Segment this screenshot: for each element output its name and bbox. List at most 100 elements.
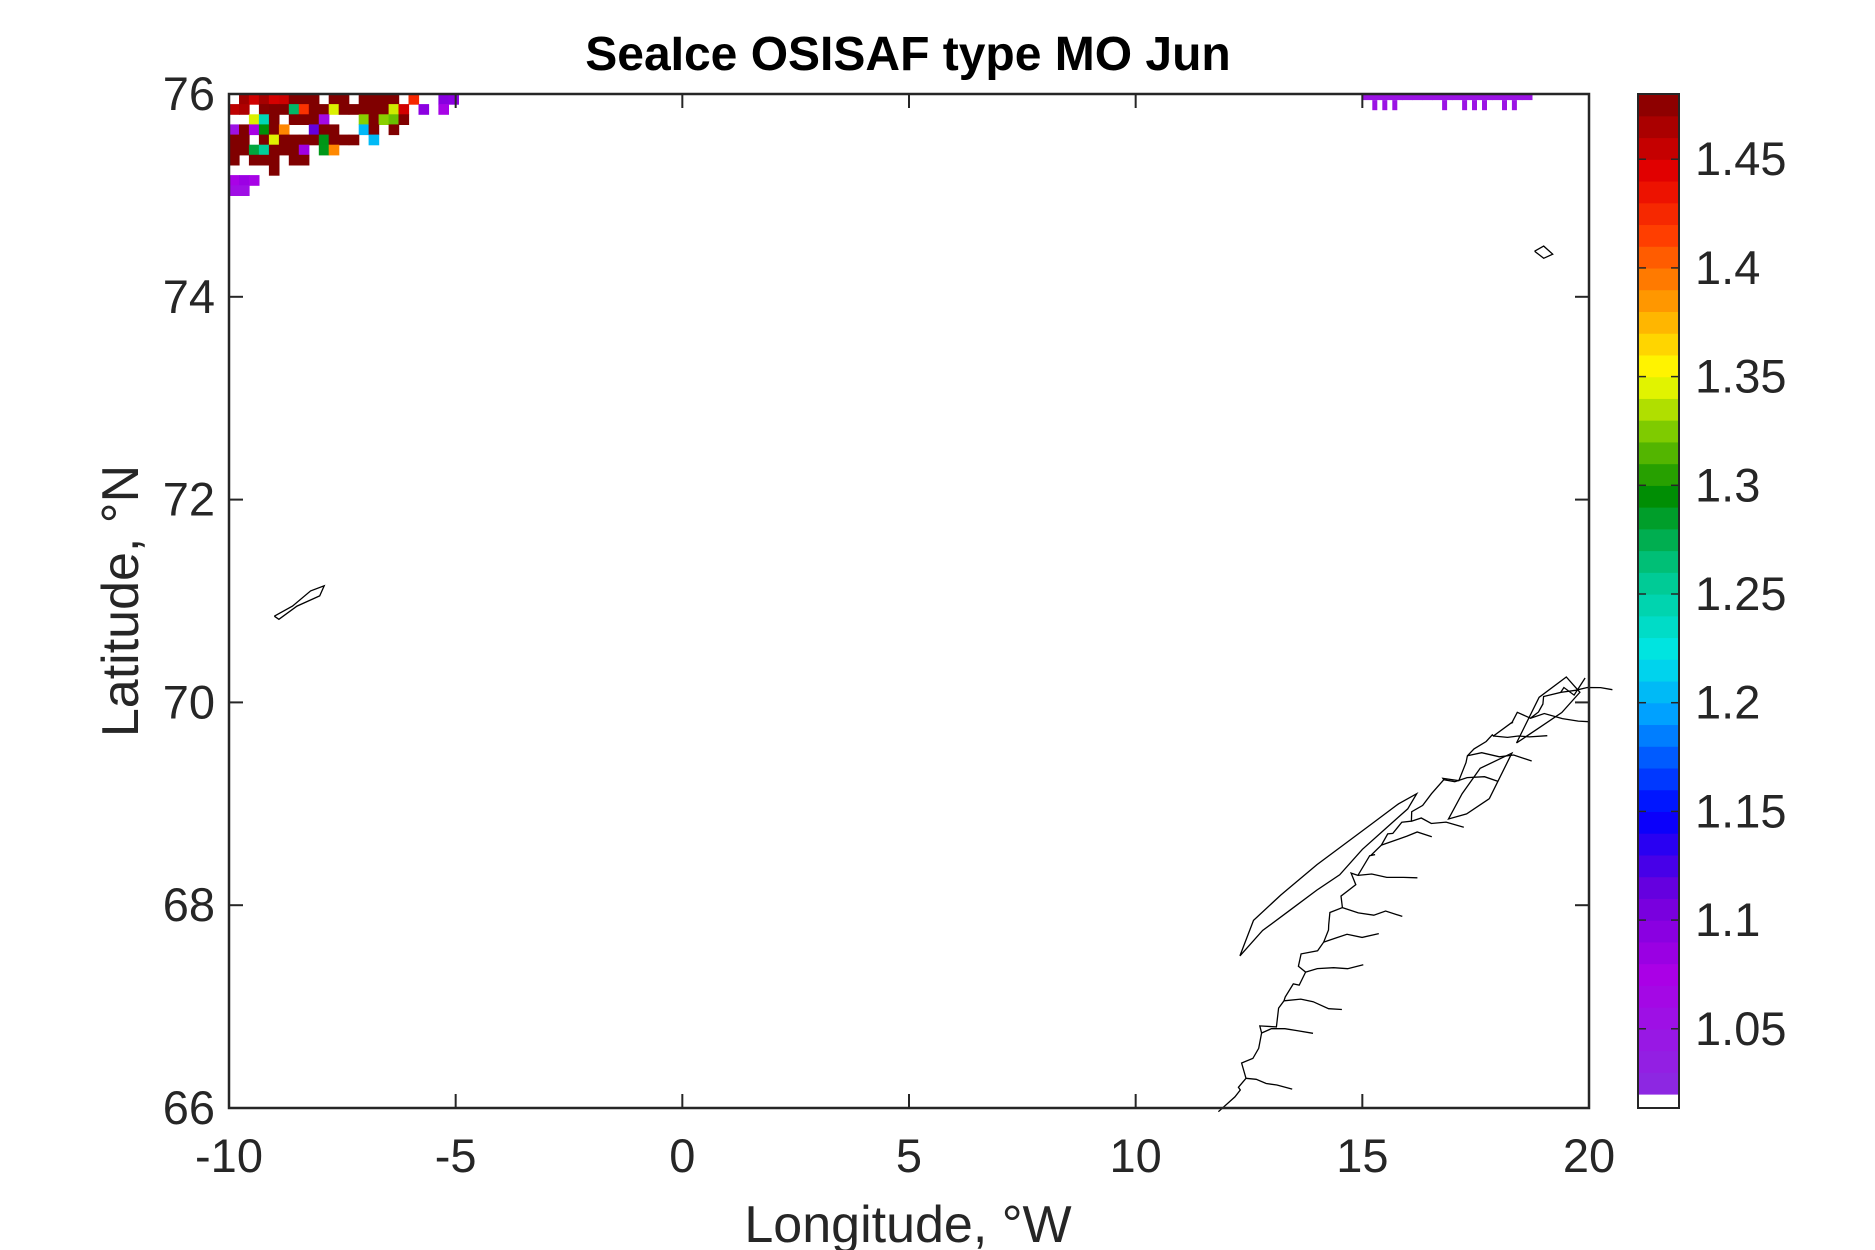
fjord-coastline — [1493, 735, 1548, 739]
heatmap-cell — [308, 104, 320, 115]
x-axis-label: Longitude, °W — [744, 1196, 1071, 1250]
colorbar-band — [1638, 724, 1679, 747]
colorbar-band — [1638, 1028, 1679, 1052]
heatmap-cell — [408, 94, 420, 105]
heatmap-cell — [338, 134, 350, 146]
x-tick-label: 15 — [1336, 1129, 1388, 1182]
heatmap-cell — [1442, 100, 1448, 111]
heatmap-cell — [1462, 94, 1473, 101]
heatmap-cell — [1472, 94, 1483, 101]
colorbar-band — [1638, 789, 1679, 812]
colorbar-tick-label: 1.3 — [1695, 458, 1760, 511]
fjord-coastline — [1560, 686, 1613, 694]
heatmap-cell — [1482, 94, 1493, 101]
heatmap-cell — [338, 94, 350, 105]
heatmap-cell — [368, 134, 380, 146]
heatmap-cell — [378, 104, 390, 115]
heatmap-cell — [239, 104, 250, 115]
fjord-coastline — [1381, 831, 1433, 846]
heatmap-cell — [348, 134, 360, 146]
heatmap-cell — [229, 175, 240, 186]
colorbar-band — [1638, 702, 1679, 726]
heatmap-cell — [1382, 100, 1388, 111]
bear-island-coastline — [1534, 245, 1554, 260]
heatmap-cell — [1422, 94, 1433, 101]
colorbar-band — [1638, 1072, 1679, 1095]
heatmap-cell — [448, 94, 459, 105]
heatmap-cell — [288, 114, 300, 125]
heatmap-cell — [378, 94, 390, 105]
colorbar-below-min — [1638, 1094, 1679, 1108]
jan-mayen-coastline — [273, 584, 326, 621]
heatmap-cell — [348, 104, 360, 115]
colorbar-band — [1638, 354, 1679, 378]
colorbar-band — [1638, 615, 1679, 639]
colorbar-band — [1638, 811, 1679, 834]
heatmap-cell — [1492, 94, 1503, 101]
heatmap-cell — [1372, 94, 1383, 101]
heatmap-cell — [1362, 94, 1373, 101]
x-tick-label: 0 — [669, 1129, 695, 1182]
heatmap-cell — [278, 104, 290, 115]
heatmap-cell — [328, 124, 340, 136]
heatmap-cell — [229, 185, 240, 196]
colorbar-band — [1638, 289, 1679, 312]
heatmap-cell — [248, 114, 260, 125]
heatmap-cell — [248, 94, 260, 105]
colorbar-band — [1638, 963, 1679, 986]
colorbar-band — [1638, 833, 1679, 856]
heatmap-cell — [239, 144, 250, 156]
heatmap-cell — [258, 134, 270, 146]
heatmap-cell — [268, 144, 280, 156]
heatmap-cell — [239, 175, 250, 186]
colorbar-band — [1638, 572, 1679, 595]
colorbar-tick-label: 1.45 — [1695, 132, 1786, 185]
colorbar-band — [1638, 398, 1679, 421]
heatmap-cell — [1382, 94, 1393, 101]
colorbar-band — [1638, 376, 1679, 399]
y-tick-label: 70 — [163, 675, 215, 728]
heatmap-cell — [278, 134, 290, 146]
colorbar-band — [1638, 528, 1679, 552]
y-tick-label: 72 — [163, 473, 215, 526]
colorbar-band — [1638, 267, 1679, 291]
colorbar-band — [1638, 333, 1679, 356]
heatmap-cell — [308, 94, 320, 105]
heatmap-cell — [368, 94, 380, 105]
heatmap-cell — [388, 94, 400, 105]
heatmap-cell — [258, 124, 270, 136]
heatmap-cell — [1392, 94, 1403, 101]
y-axis-ticks: 66 68 70 72 74 76 — [163, 67, 1589, 1134]
colorbar-band — [1638, 441, 1679, 465]
heatmap-cell — [328, 104, 340, 115]
colorbar-band — [1638, 680, 1679, 704]
heatmap-cell — [368, 124, 380, 136]
x-tick-label: 5 — [896, 1129, 922, 1182]
heatmap-cell — [229, 154, 240, 166]
heatmap-cell — [229, 124, 240, 136]
colorbar-band — [1638, 420, 1679, 443]
colorbar — [1638, 94, 1679, 1108]
heatmap-cell — [418, 104, 430, 115]
heatmap-cell — [298, 144, 310, 156]
heatmap-cell — [258, 144, 270, 156]
fjord-coastline — [1305, 964, 1364, 973]
heatmap-cell — [288, 144, 300, 156]
colorbar-band — [1638, 137, 1679, 160]
colorbar-tick-label: 1.1 — [1695, 893, 1760, 946]
colorbar-band — [1638, 94, 1679, 117]
colorbar-tick-label: 1.4 — [1695, 241, 1760, 294]
heatmap-cell — [398, 114, 410, 125]
heatmap-cell — [288, 134, 300, 146]
heatmap-cell — [298, 134, 310, 146]
fjord-coastline — [1443, 776, 1498, 783]
heatmap-cell — [358, 104, 370, 115]
heatmap-cell — [308, 134, 320, 146]
kvaloya-coastline — [1515, 676, 1581, 744]
heatmap-cell — [1502, 100, 1507, 111]
fjord-coastline — [1357, 873, 1418, 879]
norway-coastline — [1217, 677, 1586, 1113]
heatmap-cell — [268, 94, 280, 105]
plot-area — [229, 94, 1589, 1108]
heatmap-cell — [398, 104, 410, 115]
